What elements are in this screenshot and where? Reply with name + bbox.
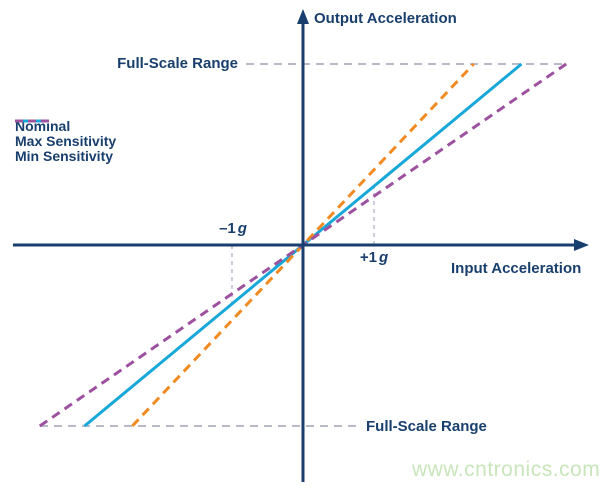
axes	[13, 9, 589, 482]
plus-1g-value: +1	[359, 249, 377, 266]
y-axis-arrow-icon	[297, 9, 309, 24]
legend-item-min-sensitivity: Min Sensitivity	[15, 119, 116, 164]
legend-label-max-sensitivity: Max Sensitivity	[15, 132, 117, 149]
min-sensitivity-line-swatch-icon	[15, 119, 49, 123]
full-scale-range-label-top: Full-Scale Range	[117, 55, 238, 72]
watermark: www.cntronics.com	[412, 458, 600, 481]
x-axis-arrow-icon	[574, 239, 589, 251]
minus-1g-label: –1 g	[205, 220, 261, 237]
y-axis-title: Output Acceleration	[314, 10, 457, 27]
plus-1g-label: +1 g	[346, 249, 402, 266]
plus-1g-unit: g	[378, 249, 389, 266]
legend-label-min-sensitivity: Min Sensitivity	[15, 147, 114, 164]
legend: Nominal Max Sensitivity Min Sensitivity	[15, 118, 117, 164]
minus-1g-value: –1	[219, 220, 236, 237]
x-axis-title: Input Acceleration	[451, 260, 582, 277]
legend-item-max-sensitivity: Max Sensitivity	[15, 119, 117, 149]
full-scale-range-label-bottom: Full-Scale Range	[366, 418, 487, 435]
minus-1g-unit: g	[237, 220, 247, 237]
